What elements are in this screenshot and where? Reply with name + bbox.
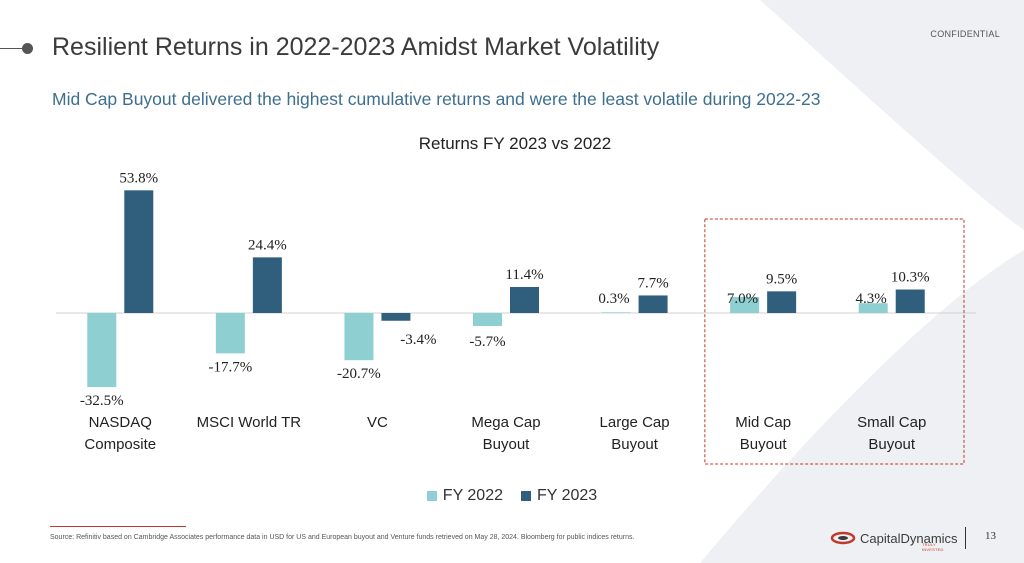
confidential-label: CONFIDENTIAL	[930, 29, 1000, 39]
legend-item-fy2023: FY 2023	[521, 487, 597, 505]
category-label-small-cap-buyout-line2: Buyout	[868, 436, 916, 453]
bar-fy-2022-msci-world-tr	[215, 313, 245, 354]
logo-text: CapitalDynamics	[860, 530, 958, 546]
data-label-fy-2022-mega-cap-buyout: -5.7%	[469, 334, 505, 350]
data-label-fy-2022-large-cap-buyout: 0.3%	[598, 291, 629, 307]
company-logo: CapitalDynamics TRULY INVESTED	[830, 527, 958, 552]
bar-fy-2023-mega-cap-buyout	[510, 287, 539, 313]
bar-fy-2023-nasdaq-composite	[124, 190, 154, 313]
legend-swatch-fy2023	[521, 491, 531, 501]
category-label-msci-world-tr: MSCI World TR	[197, 414, 302, 431]
chart-title: Returns FY 2023 vs 2022	[419, 134, 611, 153]
highlight-box	[704, 218, 965, 465]
bar-fy-2023-msci-world-tr	[252, 257, 282, 313]
data-label-fy-2022-nasdaq-composite: -32.5%	[80, 393, 124, 409]
bar-fy-2022-nasdaq-composite	[87, 313, 117, 388]
footer-accent-line	[50, 526, 186, 527]
data-label-fy-2022-small-cap-buyout: 4.3%	[855, 291, 886, 307]
legend-item-fy2022: FY 2022	[426, 487, 503, 505]
category-label-large-cap-buyout: Large Cap	[600, 414, 670, 431]
data-label-fy-2022-msci-world-tr: -17.7%	[208, 359, 252, 375]
category-label-mid-cap-buyout: Mid Cap	[735, 414, 791, 431]
category-label-mega-cap-buyout-line2: Buyout	[483, 436, 531, 453]
category-label-nasdaq-composite-line2: Composite	[84, 436, 156, 453]
data-label-fy-2023-small-cap-buyout: 10.3%	[891, 270, 930, 286]
title-accent-line	[0, 48, 28, 49]
bar-fy-2022-mid-cap-buyout	[730, 297, 760, 313]
bar-fy-2022-mega-cap-buyout	[473, 313, 502, 326]
data-label-fy-2023-nasdaq-composite: 53.8%	[119, 170, 158, 186]
bar-fy-2022-small-cap-buyout	[858, 303, 888, 313]
category-label-mega-cap-buyout: Mega Cap	[471, 414, 540, 431]
category-label-vc: VC	[367, 414, 388, 431]
page-title: Resilient Returns in 2022-2023 Amidst Ma…	[52, 33, 660, 61]
data-label-fy-2023-msci-world-tr: 24.4%	[248, 237, 287, 253]
footer-divider	[965, 527, 966, 549]
data-label-fy-2023-mega-cap-buyout: 11.4%	[505, 267, 543, 283]
bar-fy-2022-vc	[344, 313, 374, 361]
data-label-fy-2023-mid-cap-buyout: 9.5%	[766, 271, 797, 287]
bar-fy-2023-large-cap-buyout	[638, 295, 668, 313]
legend-label-fy2023: FY 2023	[537, 487, 598, 504]
page-subtitle: Mid Cap Buyout delivered the highest cum…	[52, 89, 821, 109]
category-label-large-cap-buyout-line2: Buyout	[611, 436, 659, 453]
source-note: Source: Refinitiv based on Cambridge Ass…	[50, 534, 635, 541]
category-label-mid-cap-buyout-line2: Buyout	[740, 436, 788, 453]
data-label-fy-2022-mid-cap-buyout: 7.0%	[727, 291, 758, 307]
logo-tagline: TRULY INVESTED	[922, 542, 944, 552]
data-label-fy-2022-vc: -20.7%	[337, 366, 381, 382]
logo-mark-icon	[830, 531, 856, 545]
bar-fy-2023-mid-cap-buyout	[767, 291, 797, 313]
bar-fy-2023-vc	[381, 313, 411, 321]
legend-label-fy2022: FY 2022	[442, 487, 503, 504]
chart-legend: FY 2022 FY 2023	[0, 487, 1024, 505]
data-label-fy-2023-vc: -3.4%	[400, 332, 436, 348]
page-number: 13	[985, 530, 996, 542]
returns-bar-chart: Returns FY 2023 vs 2022 -32.5% 53.8% NASDAQ…	[56, 134, 976, 465]
legend-swatch-fy2022	[426, 491, 437, 501]
bar-fy-2023-small-cap-buyout	[895, 289, 925, 313]
bar-fy-2022-large-cap-buyout	[601, 312, 631, 313]
data-label-fy-2023-large-cap-buyout: 7.7%	[637, 275, 668, 291]
category-label-small-cap-buyout: Small Cap	[857, 414, 926, 431]
category-label-nasdaq-composite: NASDAQ	[89, 414, 152, 431]
title-accent-dot	[22, 43, 33, 54]
